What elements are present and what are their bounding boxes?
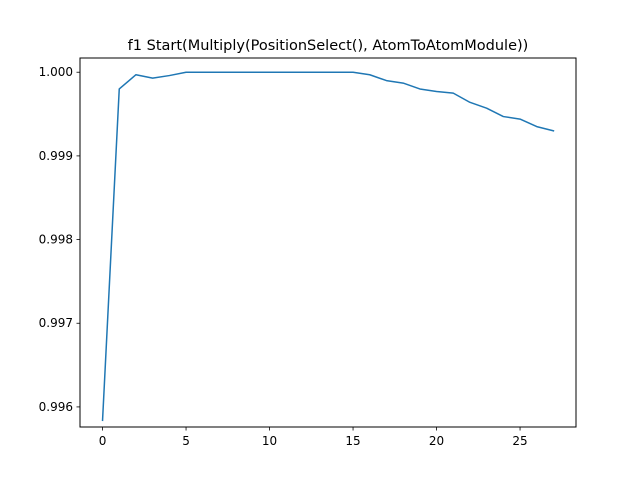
y-tick-label: 0.996 bbox=[39, 400, 73, 414]
y-tick-label: 0.997 bbox=[39, 316, 73, 330]
series-line bbox=[101, 71, 555, 422]
y-tick-label: 0.999 bbox=[39, 149, 73, 163]
x-tick-label: 15 bbox=[345, 434, 360, 448]
x-axis: 0 5 10 15 20 25 bbox=[99, 427, 528, 448]
x-tick-label: 5 bbox=[182, 434, 190, 448]
chart-title: f1 Start(Multiply(PositionSelect(), Atom… bbox=[128, 38, 529, 54]
y-axis: 0.996 0.997 0.998 0.999 1.000 bbox=[39, 65, 80, 414]
x-tick-label: 0 bbox=[99, 434, 107, 448]
x-tick-label: 10 bbox=[262, 434, 277, 448]
y-tick-label: 1.000 bbox=[39, 65, 73, 79]
y-tick-label: 0.998 bbox=[39, 233, 73, 247]
x-tick-label: 20 bbox=[429, 434, 444, 448]
x-tick-label: 25 bbox=[512, 434, 527, 448]
plot-area-frame bbox=[79, 57, 577, 428]
series-layer bbox=[101, 71, 555, 422]
